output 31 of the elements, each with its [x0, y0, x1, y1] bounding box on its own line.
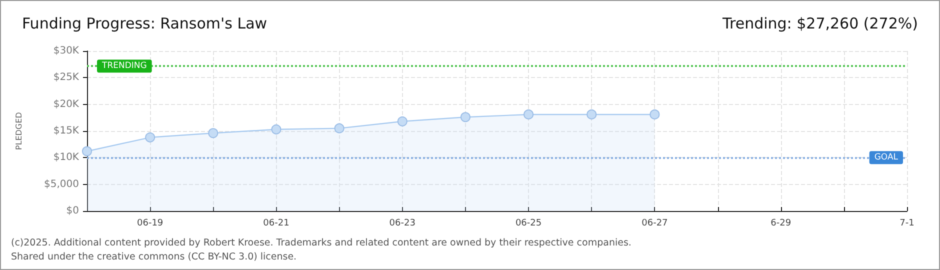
text: (c)2025. Additional content provided by Robert Kroese. Trademarks and related content are owned by their respective companies.	[11, 238, 632, 248]
point	[524, 109, 534, 120]
point	[208, 128, 218, 138]
ref-line-label: GOAL	[874, 152, 898, 163]
ref-line-label: TRENDING	[101, 61, 147, 72]
x-tick-label: 06-23	[389, 218, 416, 228]
x-tick-label: 06-21	[263, 218, 290, 228]
point	[145, 132, 156, 142]
y-tick-label: $25K	[53, 72, 80, 84]
y-tick-label: $15K	[53, 126, 80, 136]
point	[82, 146, 92, 156]
y-tick-label: $10K	[53, 152, 80, 164]
chart-title: Funding Progress: Ransom's Law	[22, 14, 268, 32]
text: Shared under the creative commons (CC BY-NC 3.0) license.	[11, 252, 297, 262]
point	[586, 109, 597, 120]
x-tick-label: 06-25	[515, 218, 542, 228]
point	[397, 116, 408, 126]
y-tick-label: $0	[66, 206, 79, 216]
y-tick-label: $30K	[53, 46, 80, 56]
point	[650, 109, 660, 120]
y-tick-label: $5,000	[44, 178, 79, 190]
x-tick-label: 06-19	[137, 218, 164, 228]
x-tick-label: 7-1	[900, 218, 914, 228]
x-tick-label: 06-27	[642, 218, 668, 228]
chart-subtitle: Trending: $27,260 (272%)	[722, 14, 918, 32]
point	[271, 124, 282, 134]
y-tick-label: $20K	[53, 98, 80, 110]
point	[334, 123, 344, 134]
y-axis-title: PLEDGED	[14, 112, 24, 150]
point	[460, 112, 470, 122]
x-tick-label: 6-29	[770, 218, 792, 228]
